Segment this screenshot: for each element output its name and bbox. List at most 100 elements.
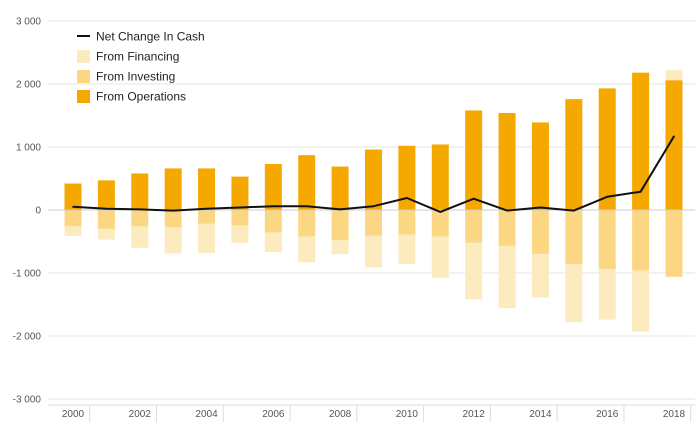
y-tick-label: 2 000 bbox=[16, 80, 41, 91]
x-tick-label: 2018 bbox=[663, 409, 686, 420]
bar-from-financing bbox=[231, 225, 249, 243]
bar-from-operations bbox=[298, 155, 316, 210]
bar-from-investing bbox=[398, 210, 416, 235]
bar-from-investing bbox=[565, 210, 583, 265]
bar-from-operations bbox=[365, 149, 382, 210]
legend-label: Net Change In Cash bbox=[96, 30, 205, 44]
net-change-point bbox=[138, 208, 141, 211]
net-change-line-layer bbox=[72, 135, 675, 213]
bar-from-operations bbox=[598, 88, 616, 210]
bar-from-financing bbox=[598, 269, 616, 320]
x-tick-label: 2016 bbox=[596, 409, 619, 420]
bar-from-operations bbox=[398, 145, 416, 210]
bar-from-investing bbox=[465, 210, 483, 243]
net-change-point bbox=[172, 209, 174, 212]
net-change-point bbox=[339, 208, 341, 211]
y-tick-label: -3 000 bbox=[13, 395, 42, 406]
net-change-point bbox=[105, 207, 108, 210]
bar-from-investing bbox=[264, 210, 282, 233]
bar-from-operations bbox=[531, 122, 549, 210]
bar-from-investing bbox=[632, 210, 650, 271]
bar-from-financing bbox=[632, 270, 650, 332]
net-change-point bbox=[439, 211, 442, 213]
x-tick-label: 2004 bbox=[195, 409, 218, 420]
legend-color-swatch bbox=[77, 50, 90, 63]
bar-from-investing bbox=[231, 210, 249, 226]
net-change-point bbox=[573, 209, 575, 212]
bar-from-operations bbox=[198, 168, 216, 210]
bar-from-investing bbox=[97, 210, 115, 229]
bar-from-financing bbox=[365, 235, 382, 268]
legend-label: From Investing bbox=[96, 70, 175, 84]
bar-from-financing bbox=[264, 232, 282, 253]
bar-from-financing bbox=[97, 228, 115, 240]
bar-from-investing bbox=[64, 210, 82, 227]
legend-color-swatch bbox=[77, 70, 90, 83]
y-tick-label: -1 000 bbox=[13, 269, 42, 280]
bar-from-financing bbox=[398, 234, 416, 265]
bar-from-operations bbox=[431, 144, 449, 210]
x-tick-label: 2006 bbox=[262, 409, 285, 420]
bar-from-financing bbox=[164, 227, 182, 254]
bar-from-investing bbox=[131, 210, 149, 227]
bar-from-investing bbox=[665, 210, 683, 277]
axes: 3 000 2 000 1 000 0 -1 000 -2 000 -3 000 2000 20… bbox=[13, 17, 695, 422]
bar-from-operations bbox=[632, 72, 650, 210]
x-tick-label: 2010 bbox=[396, 409, 419, 420]
net-change-point bbox=[372, 205, 375, 208]
bar-from-financing bbox=[531, 254, 549, 298]
bar-from-financing bbox=[64, 226, 82, 236]
bar-from-operations bbox=[565, 99, 583, 210]
y-tick-label: -2 000 bbox=[13, 332, 42, 343]
legend-color-swatch bbox=[77, 90, 90, 103]
bar-from-operations bbox=[331, 166, 349, 210]
legend-label: From Financing bbox=[96, 50, 179, 64]
net-change-point bbox=[673, 135, 675, 138]
net-change-point bbox=[606, 195, 609, 198]
bar-from-operations bbox=[665, 80, 683, 210]
x-tick-label: 2014 bbox=[529, 409, 552, 420]
legend: Net Change In Cash From Financing From Inv… bbox=[77, 30, 205, 104]
net-change-point bbox=[72, 206, 74, 208]
bar-from-operations bbox=[264, 164, 282, 210]
x-tick-label: 2002 bbox=[129, 409, 152, 420]
gridlines bbox=[48, 20, 695, 400]
bar-from-financing bbox=[131, 226, 149, 248]
bars bbox=[64, 70, 683, 332]
bar-from-investing bbox=[298, 210, 316, 237]
bar-from-financing bbox=[498, 245, 516, 309]
bar-from-investing bbox=[498, 210, 516, 246]
bar-from-financing bbox=[331, 240, 349, 255]
bar-from-financing bbox=[431, 236, 449, 279]
bar-from-investing bbox=[431, 210, 449, 237]
x-tick-label: 2000 bbox=[62, 409, 85, 420]
bar-from-operations bbox=[164, 168, 182, 210]
x-tick-label: 2008 bbox=[329, 409, 352, 420]
bar-from-investing bbox=[531, 210, 549, 255]
y-tick-label: 3 000 bbox=[16, 17, 41, 28]
bar-from-investing bbox=[598, 210, 616, 270]
bar-from-financing bbox=[198, 223, 216, 253]
y-tick-label: 1 000 bbox=[16, 143, 41, 154]
bar-from-operations bbox=[465, 110, 483, 210]
legend-label: From Operations bbox=[96, 90, 186, 104]
net-change-point bbox=[205, 207, 208, 210]
bar-from-investing bbox=[365, 210, 382, 236]
net-change-point bbox=[639, 190, 642, 193]
bar-from-financing bbox=[298, 236, 316, 263]
bar-from-financing bbox=[665, 70, 683, 81]
y-tick-label: 0 bbox=[35, 206, 41, 217]
net-change-point bbox=[506, 209, 508, 212]
bar-from-financing bbox=[565, 264, 583, 323]
bar-from-investing bbox=[164, 210, 182, 228]
net-change-point bbox=[239, 206, 241, 209]
bar-from-operations bbox=[97, 180, 115, 210]
net-change-point bbox=[305, 205, 308, 208]
bar-from-operations bbox=[64, 183, 82, 210]
net-change-point bbox=[539, 206, 542, 209]
bar-from-investing bbox=[198, 210, 216, 224]
bar-from-financing bbox=[465, 242, 483, 300]
bar-from-operations bbox=[131, 173, 149, 210]
bar-from-operations bbox=[498, 112, 516, 210]
